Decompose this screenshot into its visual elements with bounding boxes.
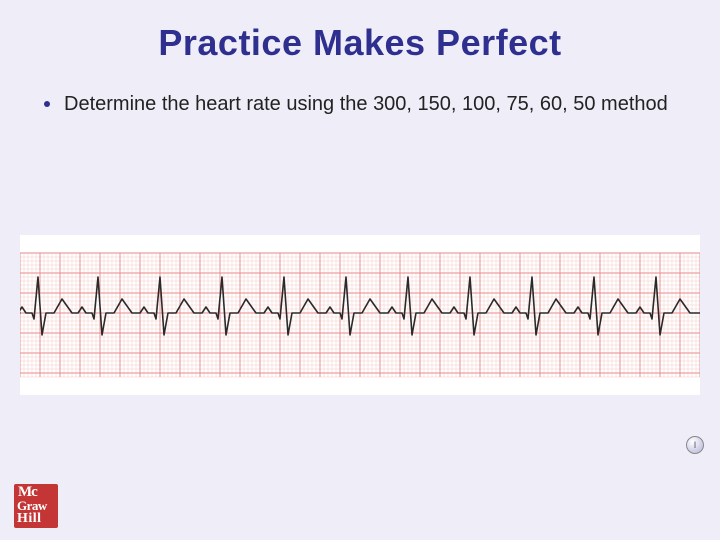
bullet-dot-icon	[44, 101, 50, 107]
bullet-text: Determine the heart rate using the 300, …	[64, 92, 668, 117]
ecg-svg	[20, 235, 700, 395]
slide-content: Practice Makes Perfect Determine the hea…	[0, 22, 720, 117]
slide-title: Practice Makes Perfect	[0, 22, 720, 64]
ecg-strip	[20, 235, 700, 395]
lead-indicator: I	[686, 436, 704, 454]
publisher-logo: Mc Graw Hill	[14, 484, 58, 528]
logo-line3: Hill	[17, 512, 42, 526]
slide: Practice Makes Perfect Determine the hea…	[0, 0, 720, 540]
bullet-row: Determine the heart rate using the 300, …	[0, 92, 720, 117]
